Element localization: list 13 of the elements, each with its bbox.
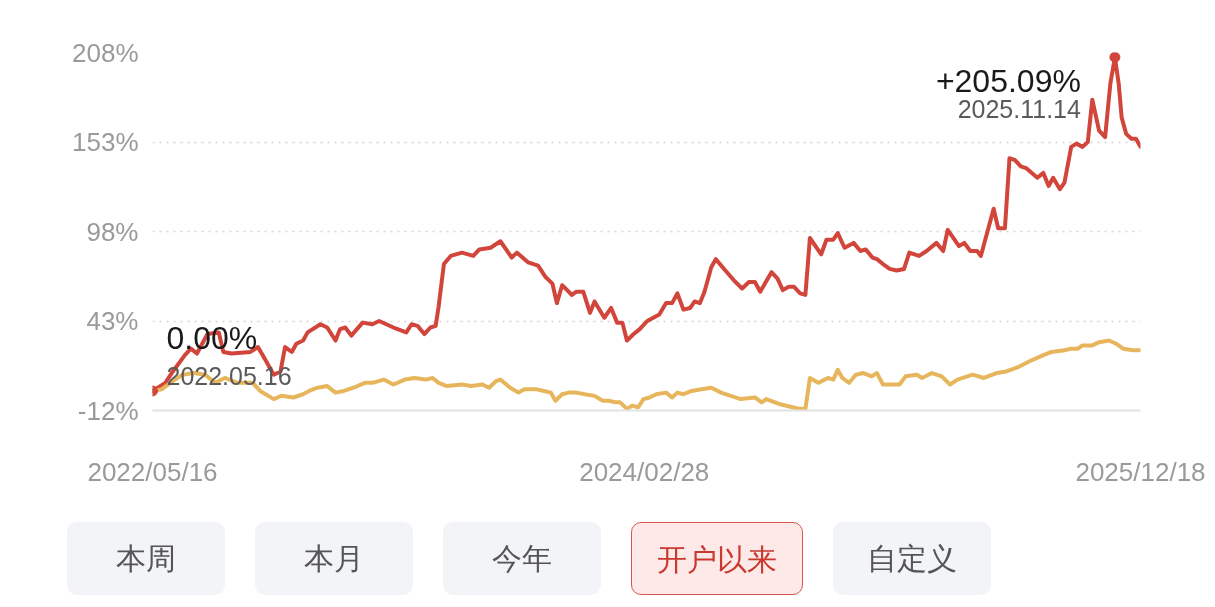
text: 本周	[67, 522, 225, 595]
text: 开户以来	[631, 522, 803, 595]
y-tick-label: 43%	[86, 306, 139, 336]
y-tick-label: 98%	[86, 216, 139, 247]
x-tick-label: 2025/12/18	[1075, 456, 1206, 487]
text: 本月	[255, 522, 413, 595]
y-tick-label: 153%	[72, 127, 139, 157]
text: 今年	[443, 522, 601, 595]
y-tick-label: -12%	[77, 395, 139, 426]
x-tick-label: 2022/05/16	[87, 456, 218, 487]
text: 自定义	[833, 522, 991, 595]
y-tick-label: 208%	[72, 37, 139, 68]
x-tick-label: 2024/02/28	[579, 456, 710, 487]
